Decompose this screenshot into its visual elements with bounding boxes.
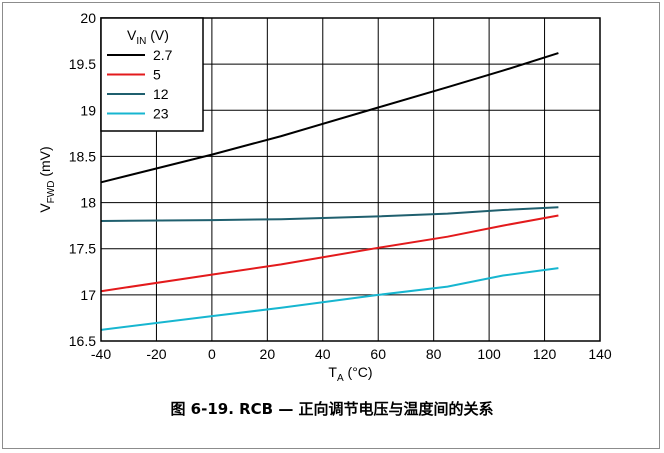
x-tick-labels: -40 -20 0 20 40 60 80 100 120 140: [91, 346, 612, 362]
x-tick-label: 100: [477, 346, 501, 362]
y-tick-label: 19: [80, 102, 96, 118]
x-tick-label: 120: [533, 346, 557, 362]
legend-label-2.7: 2.7: [153, 47, 173, 63]
legend: VIN (V) 2.7 5 12 23: [100, 17, 204, 132]
series-lines: [100, 52, 559, 331]
y-tick-label: 20: [80, 10, 96, 26]
figure-frame: [2, 2, 660, 449]
x-tick-label: 80: [426, 346, 442, 362]
x-tick-label: 0: [208, 346, 216, 362]
x-axis-label: TA (°C): [328, 364, 372, 384]
legend-items: 2.7 5 12 23: [107, 47, 173, 122]
y-tick-label: 17.5: [69, 241, 96, 257]
y-tick-label: 16.5: [69, 333, 96, 349]
series-line-2.7: [100, 52, 559, 184]
legend-label-5: 5: [153, 67, 161, 83]
series-line-12: [100, 206, 559, 222]
x-tick-label: 60: [370, 346, 386, 362]
y-tick-labels: 16.5 17 17.5 18 18.5 19 19.5 20: [69, 10, 96, 349]
line-chart: -40 -20 0 20 40 60 80 100 120 140 16.5 17 17.5 18 18.…: [37, 10, 612, 384]
series-line-23: [100, 267, 559, 331]
y-tick-label: 17: [80, 287, 96, 303]
legend-title: VIN (V): [127, 27, 169, 47]
x-tick-label: -20: [146, 346, 166, 362]
plot-border: [100, 17, 601, 342]
legend-label-12: 12: [153, 86, 169, 102]
y-tick-label: 18: [80, 195, 96, 211]
legend-label-23: 23: [153, 106, 169, 122]
x-tick-label: 140: [588, 346, 612, 362]
x-tick-label: 20: [260, 346, 276, 362]
figure-caption: 图 6-19. RCB — 正向调节电压与温度间的关系: [170, 400, 494, 418]
y-axis-label: VFWD (mV): [37, 146, 57, 212]
y-tick-label: 18.5: [69, 148, 96, 164]
y-tick-label: 19.5: [69, 56, 96, 72]
x-tick-label: -40: [91, 346, 111, 362]
x-tick-label: 40: [315, 346, 331, 362]
series-line-5: [100, 214, 559, 293]
